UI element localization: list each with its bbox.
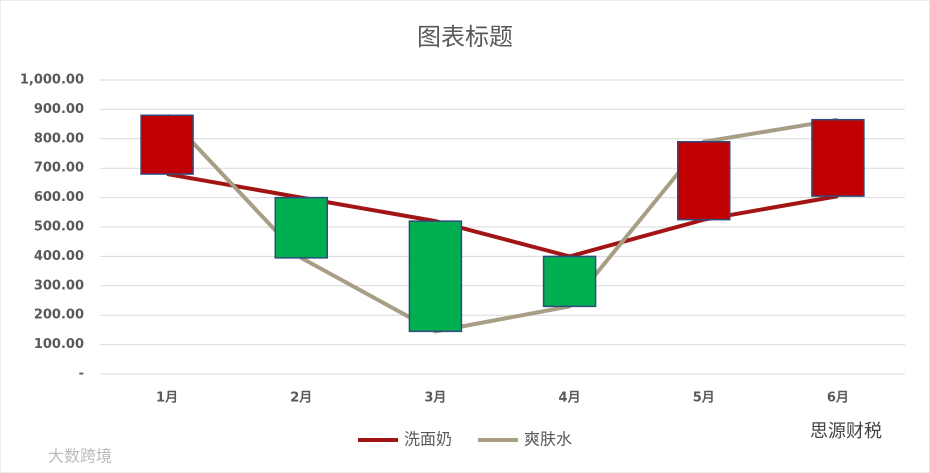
up-down-bar (274, 196, 328, 259)
x-tick-label: 2月 (290, 391, 312, 406)
y-tick-label: 100.00 (34, 337, 84, 352)
y-tick-label: - (79, 367, 84, 382)
legend-label: 洗面奶 (404, 430, 452, 449)
up-down-bar (542, 255, 597, 308)
y-tick-label: 800.00 (34, 131, 84, 146)
x-tick-label: 6月 (827, 391, 849, 406)
x-tick-label: 4月 (559, 391, 581, 406)
watermark: 思源财税 (810, 421, 882, 442)
y-tick-label: 500.00 (34, 220, 84, 235)
watermark: 大数跨境 (48, 447, 112, 466)
legend-label: 爽肤水 (524, 430, 572, 449)
x-tick-label: 1月 (156, 391, 178, 406)
y-tick-label: 900.00 (34, 102, 84, 117)
y-tick-label: 700.00 (34, 161, 84, 176)
y-tick-label: 400.00 (34, 249, 84, 264)
up-down-bar (677, 140, 731, 221)
y-tick-label: 300.00 (34, 278, 84, 293)
y-tick-label: 200.00 (34, 308, 84, 323)
x-tick-label: 5月 (693, 391, 715, 406)
y-tick-label: 1,000.00 (20, 73, 84, 88)
up-down-bar (408, 220, 463, 333)
up-down-bar (811, 118, 865, 197)
chart-title: 图表标题 (417, 23, 513, 51)
x-tick-label: 3月 (424, 391, 446, 406)
up-down-bar (140, 114, 194, 175)
y-tick-label: 600.00 (34, 190, 84, 205)
